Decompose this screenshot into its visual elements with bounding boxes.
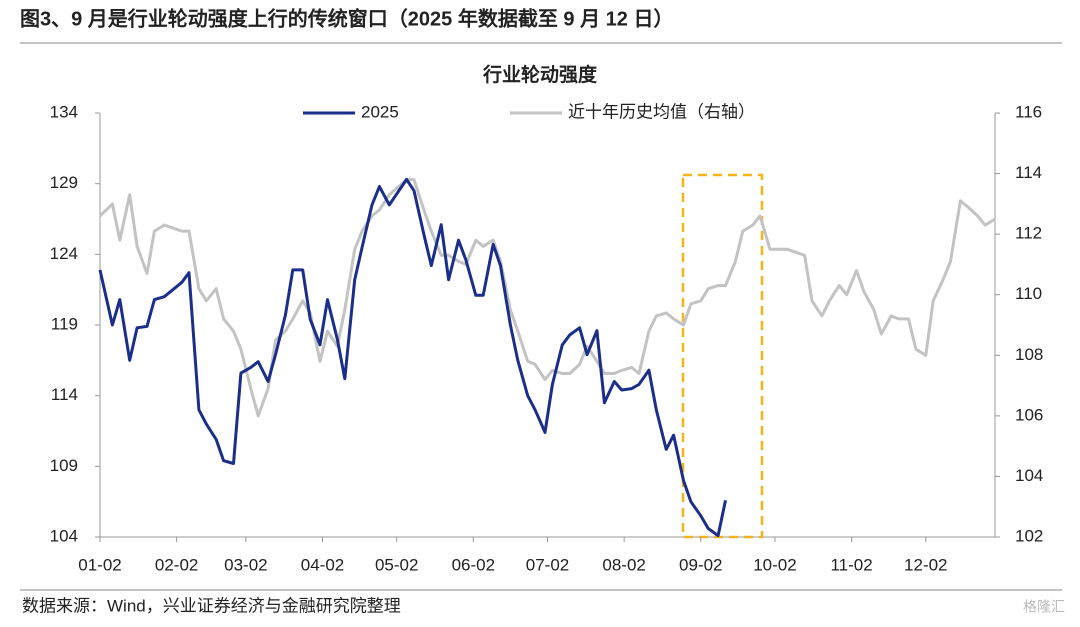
- x-tick-label: 08-02: [602, 555, 645, 574]
- y2-tick-label: 106: [1015, 405, 1043, 424]
- x-tick-label: 12-02: [904, 555, 947, 574]
- series-line: [98, 178, 996, 418]
- x-tick-label: 04-02: [301, 555, 344, 574]
- y2-tick-label: 112: [1015, 224, 1042, 243]
- x-tick-label: 07-02: [526, 555, 569, 574]
- y-tick-label: 119: [51, 314, 78, 333]
- watermark: 格隆汇: [1023, 599, 1065, 615]
- x-tick-label: 11-02: [830, 555, 872, 574]
- x-tick-label: 06-02: [452, 555, 495, 574]
- y-tick-label: 134: [50, 102, 78, 121]
- y-tick-label: 129: [50, 173, 78, 192]
- y2-tick-label: 110: [1015, 284, 1042, 303]
- legend-label: 2025: [361, 102, 399, 121]
- x-tick-label: 02-02: [155, 555, 198, 574]
- x-tick-label: 05-02: [375, 555, 418, 574]
- y-tick-label: 124: [50, 244, 78, 263]
- x-tick-label: 10-02: [753, 555, 796, 574]
- figure-title: 图3、9 月是行业轮动强度上行的传统窗口（2025 年数据截至 9 月 12 日…: [20, 6, 673, 30]
- series-line: [98, 177, 727, 538]
- x-tick-label: 09-02: [679, 555, 722, 574]
- y2-tick-label: 102: [1015, 526, 1043, 545]
- y2-tick-label: 114: [1015, 163, 1042, 182]
- source-note: 数据来源：Wind，兴业证券经济与金融研究院整理: [22, 596, 401, 615]
- chart-title: 行业轮动强度: [482, 63, 598, 86]
- x-tick-label: 01-02: [78, 555, 121, 574]
- y2-tick-label: 108: [1015, 345, 1043, 364]
- legend-label: 近十年历史均值（右轴）: [568, 102, 755, 121]
- y2-tick-label: 104: [1015, 466, 1043, 485]
- y-tick-label: 109: [50, 456, 78, 475]
- y-tick-label: 114: [51, 385, 78, 404]
- y2-tick-label: 116: [1015, 102, 1042, 121]
- highlight-box: [681, 173, 764, 539]
- y-tick-label: 104: [50, 526, 78, 545]
- x-tick-label: 03-02: [224, 555, 267, 574]
